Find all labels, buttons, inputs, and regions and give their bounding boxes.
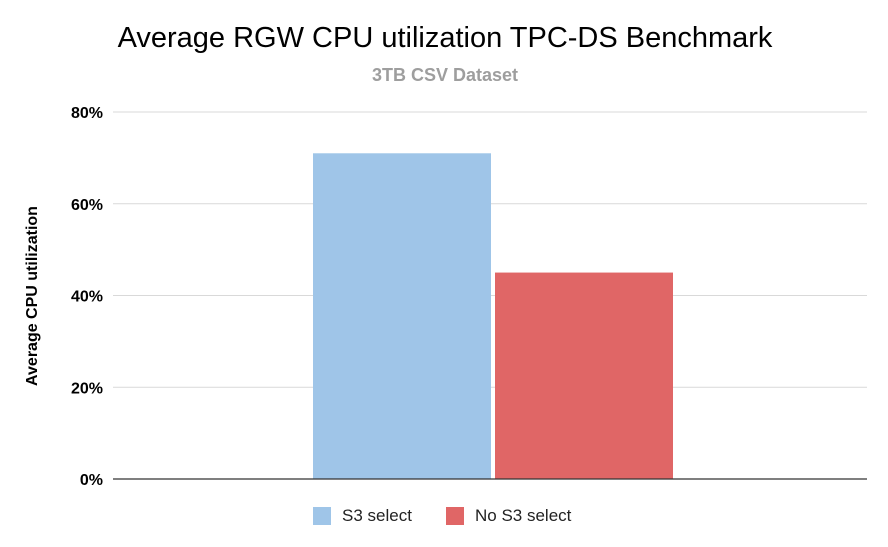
legend: S3 select No S3 select [313,506,572,525]
y-tick-label: 0% [80,472,103,489]
y-axis-label: Average CPU utilization [24,206,41,386]
bars [313,153,673,479]
legend-item: No S3 select [446,506,572,525]
bar-s3-select [313,153,491,479]
y-tick-label: 40% [71,289,103,306]
y-tick-label: 60% [71,197,103,214]
legend-label: No S3 select [475,506,572,525]
legend-swatch [446,507,464,525]
legend-label: S3 select [342,506,412,525]
y-tick-labels: 0% 20% 40% 60% 80% [71,105,103,489]
chart-subtitle: 3TB CSV Dataset [372,65,518,85]
bar-no-s3-select [495,272,673,479]
chart-title: Average RGW CPU utilization TPC-DS Bench… [118,22,773,54]
legend-swatch [313,507,331,525]
y-tick-label: 80% [71,105,103,122]
y-tick-label: 20% [71,380,103,397]
legend-item: S3 select [313,506,412,525]
